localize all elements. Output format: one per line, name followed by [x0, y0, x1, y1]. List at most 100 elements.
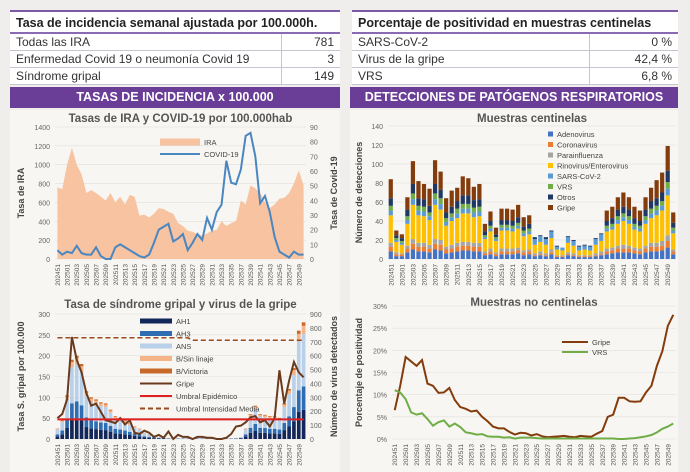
bar-segment — [263, 432, 267, 439]
bar-segment — [532, 237, 537, 240]
bar-segment — [253, 405, 258, 407]
bar-segment — [410, 249, 416, 259]
bar-segment — [253, 406, 258, 409]
bar-segment — [582, 249, 587, 256]
bar-segment — [99, 405, 103, 423]
bar-segment — [388, 179, 393, 199]
legend-swatch — [140, 368, 172, 374]
bar-segment — [444, 212, 449, 219]
bar-segment — [532, 255, 537, 257]
bar-segment — [449, 206, 454, 214]
bar-segment — [405, 216, 410, 221]
bar-segment — [243, 436, 248, 439]
y-tick-label: 100 — [371, 162, 383, 169]
bar-segment — [258, 414, 262, 415]
bar-segment — [108, 410, 113, 413]
bar-segment — [399, 244, 404, 254]
bar-segment — [388, 251, 393, 259]
bar-segment — [538, 255, 543, 259]
bar-segment — [665, 235, 670, 241]
bar-segment — [79, 371, 84, 406]
x-tick-label: 202549 — [665, 444, 672, 466]
bar-segment — [432, 204, 438, 240]
bar-segment — [493, 252, 499, 255]
bar-segment — [648, 218, 654, 243]
bar-segment — [127, 431, 132, 435]
bar-segment — [438, 240, 443, 245]
bar-segment — [277, 433, 282, 439]
bar-segment — [504, 248, 510, 252]
x-tick-label: 202539 — [248, 264, 255, 286]
bar-segment — [272, 433, 277, 439]
legend-label: Gripe — [176, 380, 194, 389]
bar-segment — [488, 225, 493, 229]
x-tick-label: 202505 — [84, 264, 91, 286]
x-tick-label: 202535 — [589, 444, 596, 466]
bar-segment — [166, 437, 171, 439]
y-tick-label: 80 — [375, 181, 383, 188]
y-tick-label: 150 — [38, 375, 50, 382]
y-tick-label: 1200 — [34, 144, 50, 151]
bar-segment — [455, 187, 460, 202]
bar-segment — [405, 245, 410, 249]
bar-segment — [516, 222, 521, 226]
bar-segment — [549, 252, 554, 255]
bar-segment — [560, 256, 565, 258]
chart-title: Tasa de síndrome gripal y virus de la gr… — [64, 299, 296, 311]
legend-swatch — [160, 138, 200, 146]
bar-segment — [416, 205, 421, 211]
bar-segment — [99, 422, 103, 430]
bar-segment — [243, 428, 248, 430]
x-tick-label: 202549 — [665, 264, 672, 286]
x-tick-label: 202509 — [103, 264, 110, 286]
bar-segment — [127, 434, 132, 439]
bar-segment — [626, 223, 632, 246]
bar-segment — [615, 245, 620, 249]
y-tick-label: 0 — [46, 437, 50, 444]
x-tick-label: 202529 — [556, 444, 563, 466]
bar-segment — [444, 249, 449, 254]
x-tick-label: 202509 — [103, 444, 110, 466]
bar-segment — [258, 432, 262, 439]
bar-segment — [410, 161, 416, 184]
bar-segment — [405, 197, 410, 210]
bar-segment — [516, 204, 521, 218]
bar-segment — [477, 211, 482, 217]
ira-covid-chart: Tasas de IRA y COVID-19 por 100.000hab02… — [10, 110, 340, 290]
bar-segment — [301, 409, 306, 439]
bar-segment — [654, 210, 659, 216]
bar-segment — [527, 223, 532, 229]
bar-segment — [471, 186, 476, 201]
bar-segment — [460, 203, 465, 209]
y-tick-label: 200 — [38, 354, 50, 361]
bar-segment — [427, 212, 432, 217]
bar-segment — [671, 249, 676, 252]
x-tick-label: 202525 — [180, 444, 187, 466]
x-tick-label: 202519 — [151, 444, 158, 466]
bar-segment — [632, 223, 637, 227]
x-tick-label: 202507 — [433, 264, 440, 286]
bar-segment — [455, 246, 460, 252]
bar-segment — [521, 233, 526, 237]
bar-segment — [466, 208, 471, 214]
bar-segment — [488, 251, 493, 255]
y2-tick-label: 50 — [310, 184, 318, 191]
row-label: Virus de la gripe — [352, 51, 590, 67]
bar-segment — [621, 213, 626, 218]
row-label: VRS — [352, 68, 590, 84]
bar-segment — [632, 247, 637, 251]
bar-segment — [296, 390, 301, 412]
bar-segment — [292, 370, 296, 376]
bar-segment — [527, 231, 532, 235]
series-line — [57, 336, 304, 342]
bar-segment — [60, 430, 65, 435]
bar-segment — [660, 245, 665, 251]
bar-segment — [394, 235, 399, 239]
bar-segment — [460, 250, 465, 259]
bar-segment — [499, 227, 504, 231]
bar-segment — [394, 238, 399, 240]
x-tick-label: 202525 — [534, 444, 541, 466]
bar-segment — [504, 208, 510, 221]
bar-segment — [521, 230, 526, 234]
bar-segment — [99, 429, 103, 439]
